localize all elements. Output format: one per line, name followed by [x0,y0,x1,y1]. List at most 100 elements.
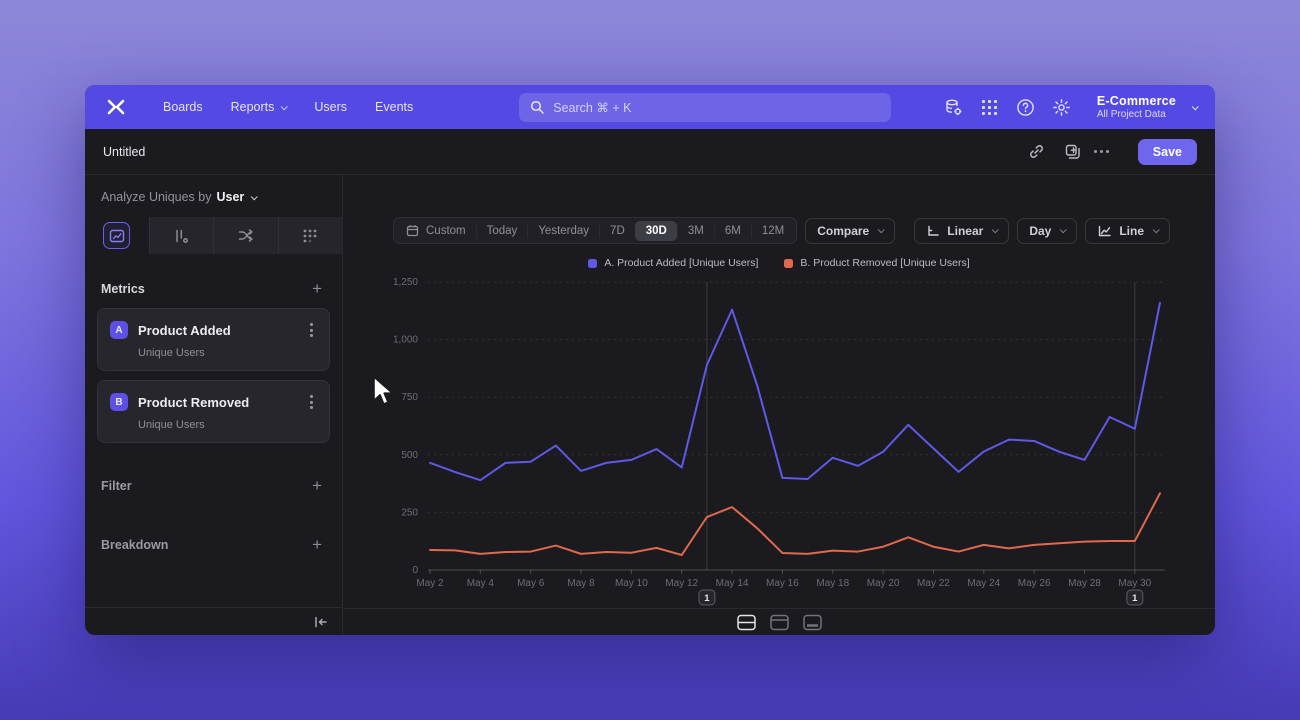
mixpanel-logo-icon[interactable] [103,94,129,120]
range-30d-selected[interactable]: 30D [634,220,677,241]
line-chart-icon [1099,225,1112,236]
svg-text:May 28: May 28 [1068,578,1101,589]
metric-options-icon[interactable] [306,319,317,341]
breakdown-section-header: Breakdown + [85,534,342,555]
svg-text:May 30: May 30 [1118,578,1151,589]
retention-icon [303,229,317,242]
calendar-icon [406,225,419,237]
chevron-down-icon [991,226,1000,234]
svg-text:1: 1 [1132,593,1138,604]
tab-flows[interactable] [213,217,278,254]
metric-badge-b: B [110,393,128,411]
save-button[interactable]: Save [1137,138,1197,165]
chevron-down-icon [1191,102,1199,110]
project-selector[interactable]: E-Commerce All Project Data [1096,94,1199,120]
layout-table-view-icon[interactable] [799,613,826,632]
filter-section-header: Filter + [85,475,342,496]
analyze-by-selector[interactable]: User [216,190,259,204]
range-12m[interactable]: 12M [750,220,794,241]
metric-name: Product Removed [138,394,250,410]
interval-dropdown[interactable]: Day [1017,217,1078,244]
search-input[interactable]: Search ⌘ + K [519,92,892,122]
metric-badge-a: A [110,321,128,339]
svg-text:1,250: 1,250 [393,277,418,288]
report-title[interactable]: Untitled [103,144,146,159]
legend-item-b[interactable]: B. Product Removed [Unique Users] [784,257,970,269]
metric-aggregation[interactable]: Unique Users [138,419,205,431]
chevron-down-icon [250,192,259,200]
help-icon[interactable] [1011,92,1041,122]
metric-name: Product Added [138,322,231,338]
top-navbar: Boards Reports Users Events Search ⌘ + K [85,85,1215,129]
collapse-sidebar-icon[interactable] [313,615,328,629]
add-filter-button[interactable]: + [312,476,322,495]
data-management-icon[interactable] [939,92,969,122]
duplicate-icon[interactable] [1058,138,1088,166]
add-breakdown-button[interactable]: + [312,535,322,554]
legend-label-a: A. Product Added [Unique Users] [604,257,759,269]
chart-panel: Custom Today Yesterday 7D 30D 3M 6M 12M … [343,175,1215,635]
line-chart[interactable]: 0 250 500 750 1,000 1,250 May 2 May 4 May 6 May 8… [373,272,1173,608]
svg-text:May 20: May 20 [867,578,900,589]
more-options-icon[interactable] [1093,138,1124,166]
svg-text:May 16: May 16 [766,578,799,589]
breakdown-label: Breakdown [101,537,169,552]
insights-chart-icon [103,222,131,249]
svg-text:1: 1 [704,593,710,604]
tab-funnels[interactable] [148,217,213,254]
nav-events[interactable]: Events [375,100,414,114]
settings-gear-icon[interactable] [1047,92,1077,122]
chart-type-dropdown[interactable]: Line [1085,217,1170,244]
range-7d[interactable]: 7D [599,220,635,241]
chevron-down-icon [877,226,885,234]
nav-users[interactable]: Users [314,100,348,114]
legend-label-b: B. Product Removed [Unique Users] [800,257,970,269]
app-window: Boards Reports Users Events Search ⌘ + K [85,85,1215,635]
project-name: E-Commerce [1096,94,1176,108]
legend-swatch-b [784,258,794,268]
add-metric-button[interactable]: + [312,279,322,298]
svg-text:1,000: 1,000 [393,335,418,346]
metric-card-b[interactable]: B Product Removed Unique Users [97,380,330,443]
range-custom[interactable]: Custom [396,220,476,241]
tab-retention[interactable] [277,217,342,254]
nav-reports[interactable]: Reports [221,94,297,120]
svg-text:May 24: May 24 [967,578,1000,589]
date-range-picker: Custom Today Yesterday 7D 30D 3M 6M 12M [393,217,798,244]
analyze-by-row: Analyze Uniques by User [85,175,342,208]
share-link-icon[interactable] [1022,138,1052,166]
legend-item-a[interactable]: A. Product Added [Unique Users] [588,257,758,269]
report-header: Untitled Save [85,129,1215,175]
search-icon [531,100,545,114]
compare-dropdown[interactable]: Compare [805,217,896,244]
main-nav: Boards Reports Users Events [153,94,423,120]
layout-split-view-icon[interactable] [733,613,760,632]
svg-text:May 2: May 2 [416,578,444,589]
tab-insights[interactable] [85,217,149,254]
apps-grid-icon[interactable] [975,92,1005,122]
svg-text:750: 750 [401,392,418,403]
report-type-tabs [85,217,342,254]
chevron-down-icon [281,102,289,110]
svg-text:May 8: May 8 [567,578,595,589]
svg-text:May 22: May 22 [917,578,950,589]
metric-options-icon[interactable] [306,391,317,413]
metric-card-a[interactable]: A Product Added Unique Users [97,308,330,371]
linear-axis-icon [928,225,939,236]
metrics-label: Metrics [101,281,145,296]
layout-chart-view-icon[interactable] [766,613,793,632]
range-6m[interactable]: 6M [713,220,751,241]
chart-legend: A. Product Added [Unique Users] B. Produ… [343,257,1215,269]
scale-dropdown[interactable]: Linear [914,217,1010,244]
svg-text:0: 0 [412,565,418,576]
svg-text:May 10: May 10 [615,578,648,589]
nav-boards[interactable]: Boards [163,100,203,114]
range-today[interactable]: Today [475,220,528,241]
nav-reports-label: Reports [230,100,275,114]
range-3m[interactable]: 3M [676,220,714,241]
metric-aggregation[interactable]: Unique Users [138,347,205,359]
svg-text:May 12: May 12 [665,578,698,589]
legend-swatch-a [588,258,598,268]
range-yesterday[interactable]: Yesterday [527,220,599,241]
analyze-by-label: Analyze Uniques by [101,190,212,204]
